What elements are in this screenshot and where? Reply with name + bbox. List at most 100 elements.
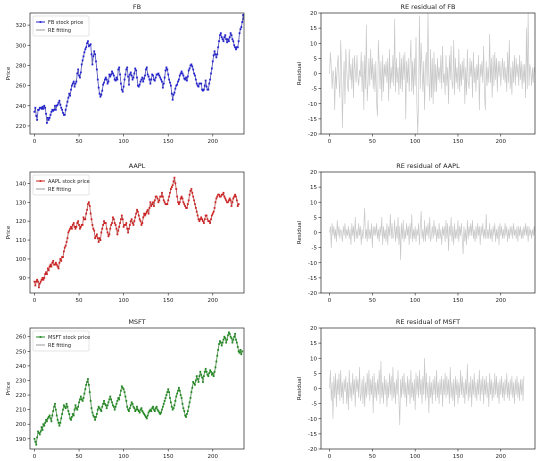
- data-point: [41, 429, 44, 431]
- data-point: [79, 395, 82, 398]
- data-point: [230, 337, 233, 340]
- data-point: [202, 220, 204, 223]
- data-point: [76, 222, 79, 224]
- data-point: [67, 231, 70, 234]
- data-point: [73, 408, 76, 411]
- x-tick-label: 50: [369, 298, 376, 304]
- data-point: [187, 405, 190, 408]
- data-point: [161, 80, 163, 83]
- data-point: [169, 191, 171, 194]
- data-point: [189, 64, 192, 67]
- data-point: [237, 203, 240, 206]
- data-point: [108, 233, 111, 236]
- data-point: [126, 405, 129, 408]
- y-axis-label: Price: [6, 225, 12, 239]
- data-point: [141, 410, 144, 412]
- data-point: [136, 84, 139, 87]
- data-point: [214, 53, 217, 56]
- data-point: [202, 88, 205, 91]
- data-point: [38, 433, 41, 436]
- y-tick-label: 230: [16, 378, 27, 384]
- data-point: [78, 401, 80, 404]
- data-point: [179, 72, 182, 75]
- data-point: [146, 208, 149, 211]
- data-point: [195, 82, 198, 85]
- y-tick-label: 10: [310, 41, 317, 47]
- data-point: [129, 71, 132, 74]
- data-point: [84, 48, 87, 51]
- x-tick-label: 100: [410, 454, 421, 460]
- data-point: [85, 212, 88, 215]
- data-point: [71, 82, 74, 85]
- data-point: [186, 75, 189, 78]
- data-point: [106, 82, 109, 85]
- data-point: [97, 241, 100, 243]
- data-point: [223, 335, 226, 338]
- data-point: [176, 195, 179, 198]
- data-point: [120, 82, 122, 85]
- data-point: [81, 59, 84, 62]
- data-point: [223, 195, 226, 198]
- data-point: [55, 414, 58, 417]
- data-point: [209, 222, 212, 224]
- data-point: [169, 397, 171, 399]
- data-point: [56, 418, 59, 421]
- data-point: [58, 99, 61, 102]
- data-point: [103, 220, 105, 223]
- data-point: [100, 231, 103, 234]
- data-point: [162, 199, 165, 202]
- data-point: [180, 70, 183, 73]
- data-point: [48, 265, 51, 268]
- data-point: [229, 199, 232, 202]
- data-point: [79, 398, 81, 401]
- data-point: [229, 32, 232, 35]
- y-tick-label: -5: [312, 402, 318, 408]
- data-point: [145, 66, 148, 69]
- data-point: [46, 273, 48, 275]
- data-point: [67, 410, 70, 412]
- data-point: [54, 261, 57, 264]
- data-point: [95, 416, 97, 418]
- data-point: [210, 218, 212, 221]
- legend-label: RE fitting: [48, 187, 71, 193]
- data-point: [170, 186, 173, 189]
- data-point: [227, 201, 229, 204]
- data-point: [91, 411, 94, 414]
- legend-label: MSFT stock price: [48, 335, 90, 341]
- data-point: [42, 107, 45, 110]
- data-point: [133, 407, 136, 410]
- data-point: [200, 373, 203, 376]
- data-point: [201, 218, 203, 221]
- data-point: [104, 404, 107, 407]
- x-tick-label: 50: [76, 454, 83, 460]
- data-point: [47, 416, 50, 418]
- data-point: [211, 214, 213, 217]
- data-point: [51, 261, 54, 264]
- data-point: [200, 82, 203, 85]
- data-point: [118, 66, 121, 69]
- data-point: [152, 405, 154, 408]
- data-point: [88, 205, 91, 207]
- data-point: [87, 203, 89, 206]
- data-point: [82, 55, 85, 58]
- data-point: [112, 404, 114, 407]
- data-point: [235, 48, 237, 51]
- data-point: [42, 423, 45, 426]
- data-point: [129, 404, 132, 407]
- data-point: [151, 73, 154, 76]
- data-point: [106, 231, 109, 234]
- data-point: [86, 208, 88, 211]
- data-point: [135, 69, 138, 72]
- data-point: [175, 395, 178, 398]
- data-point: [211, 373, 213, 376]
- data-point: [136, 76, 138, 79]
- data-point: [128, 73, 131, 76]
- data-point: [188, 193, 191, 196]
- data-point: [169, 188, 172, 190]
- data-point: [50, 110, 53, 113]
- data-point: [110, 73, 113, 76]
- data-point: [167, 199, 170, 202]
- data-point: [141, 76, 144, 79]
- data-point: [148, 78, 151, 81]
- data-point: [116, 399, 119, 402]
